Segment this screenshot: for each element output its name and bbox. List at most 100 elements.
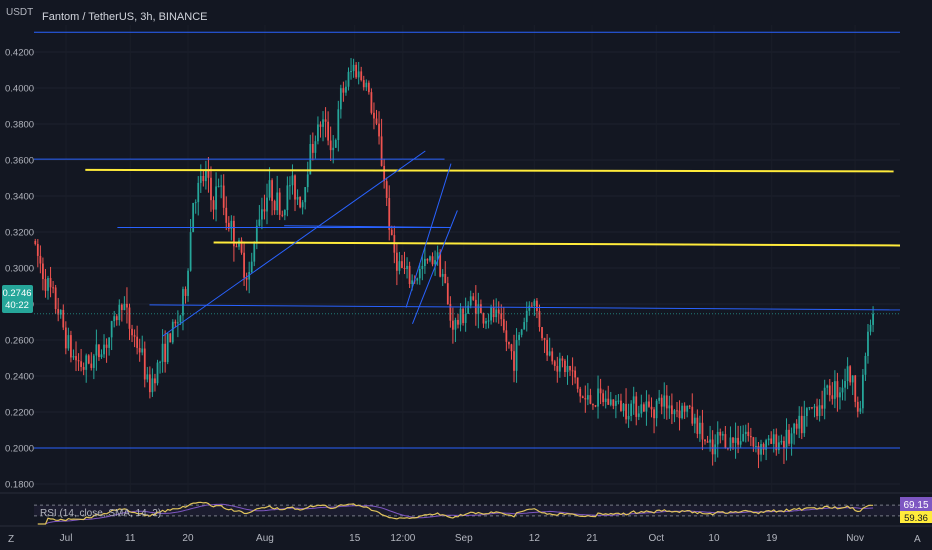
candle-body [299, 197, 301, 208]
yellow-level-line[interactable] [85, 168, 894, 173]
candle-body [490, 307, 492, 321]
candle-body [332, 147, 335, 151]
candle-body [597, 388, 599, 407]
candle-body [839, 392, 841, 398]
x-tick-label: Nov [846, 533, 864, 544]
candle-body [523, 322, 526, 330]
candle-body [380, 136, 383, 166]
candle-body [108, 337, 111, 348]
candle-body [398, 261, 401, 271]
trendline[interactable] [405, 163, 452, 308]
trendlines[interactable] [162, 150, 458, 337]
yellow-level-line[interactable] [213, 241, 901, 247]
candle-body [548, 351, 551, 356]
candle-body [276, 192, 279, 211]
y-tick-label: 0.3400 [5, 192, 34, 203]
candle-body [217, 186, 220, 188]
auto-scale-icon[interactable]: A [914, 534, 921, 545]
x-tick-label: 10 [708, 533, 720, 544]
candle-body [431, 256, 434, 265]
trendline[interactable] [162, 150, 426, 337]
candle-body [128, 307, 131, 329]
y-axis[interactable]: 0.4200 0.4000 0.3800 0.3600 0.3400 0.3200 0.30… [5, 48, 34, 491]
candle-body [204, 169, 207, 182]
candle-body [686, 405, 689, 412]
candle-body [665, 395, 668, 409]
trendline[interactable] [412, 210, 458, 324]
candle-body [322, 119, 324, 127]
candle-body [235, 246, 238, 248]
candle-body [182, 289, 184, 316]
candle-body [261, 209, 263, 220]
candle-body [263, 209, 266, 212]
candle-body [538, 311, 541, 328]
candle-body [370, 92, 373, 113]
candle-body [95, 344, 98, 356]
x-tick-label: 12 [529, 533, 541, 544]
candle-body [304, 187, 307, 203]
candle-body [436, 252, 439, 261]
candle-body [589, 395, 592, 404]
candle-body [62, 310, 65, 328]
candle-body [233, 220, 235, 247]
candle-body [291, 175, 294, 186]
candle-body [502, 319, 505, 331]
candle-body [72, 356, 75, 358]
candle-body [258, 219, 261, 226]
blue-level-line[interactable] [149, 304, 901, 311]
candle-body [846, 366, 849, 382]
candle-body [426, 258, 429, 261]
candle-body [699, 422, 701, 434]
candle-body [576, 377, 579, 389]
candle-body [385, 181, 388, 198]
candle-body [36, 244, 39, 256]
candle-body [724, 434, 727, 448]
candle-body [156, 362, 159, 384]
candle-body [711, 439, 714, 455]
trendline[interactable] [284, 225, 451, 228]
candle-body [594, 405, 597, 407]
candle-body [653, 409, 655, 419]
candle-body [411, 280, 414, 285]
candle-body [536, 300, 538, 312]
candle-body [571, 370, 574, 372]
candle-body [691, 406, 694, 424]
candle-body [627, 416, 630, 420]
candle-body [617, 400, 620, 402]
x-axis[interactable]: Jul 11 20 Aug 15 12:00 Sep 12 21 Oct 10 19 Nov [60, 533, 864, 544]
candle-body [660, 397, 663, 407]
candle-body [126, 303, 128, 308]
candle-body [785, 429, 788, 449]
rsi-label[interactable]: RSI (14, close, SMA, 14, 2) [40, 508, 161, 519]
candle-body [187, 270, 189, 296]
candle-body [742, 434, 745, 442]
rsi-pane[interactable] [34, 501, 900, 525]
candle-body [416, 278, 419, 281]
candle-body [423, 258, 426, 267]
candle-body [867, 331, 869, 357]
candle-body [831, 395, 834, 399]
y-tick-label: 0.3600 [5, 156, 34, 167]
candle-body [828, 385, 831, 396]
candle-body [693, 417, 696, 424]
candle-body [278, 192, 281, 215]
candle-body [406, 265, 408, 269]
candle-body [508, 341, 510, 345]
candle-body [655, 400, 658, 419]
zoom-icon[interactable]: Z [8, 534, 14, 545]
candle-body [856, 401, 859, 412]
candle-body [339, 88, 342, 110]
candle-body [350, 71, 352, 73]
candle-body [844, 381, 846, 388]
symbol-title[interactable]: Fantom / TetherUS, 3h, BINANCE [42, 11, 207, 23]
candle-body [59, 310, 62, 315]
candle-body [688, 405, 691, 407]
candle-body [676, 410, 678, 412]
horizontal-levels[interactable] [34, 31, 901, 449]
candle-body [513, 351, 515, 371]
candle-body [164, 343, 167, 363]
candle-body [449, 304, 452, 321]
candle-body [80, 361, 83, 367]
candle-body [215, 186, 217, 210]
